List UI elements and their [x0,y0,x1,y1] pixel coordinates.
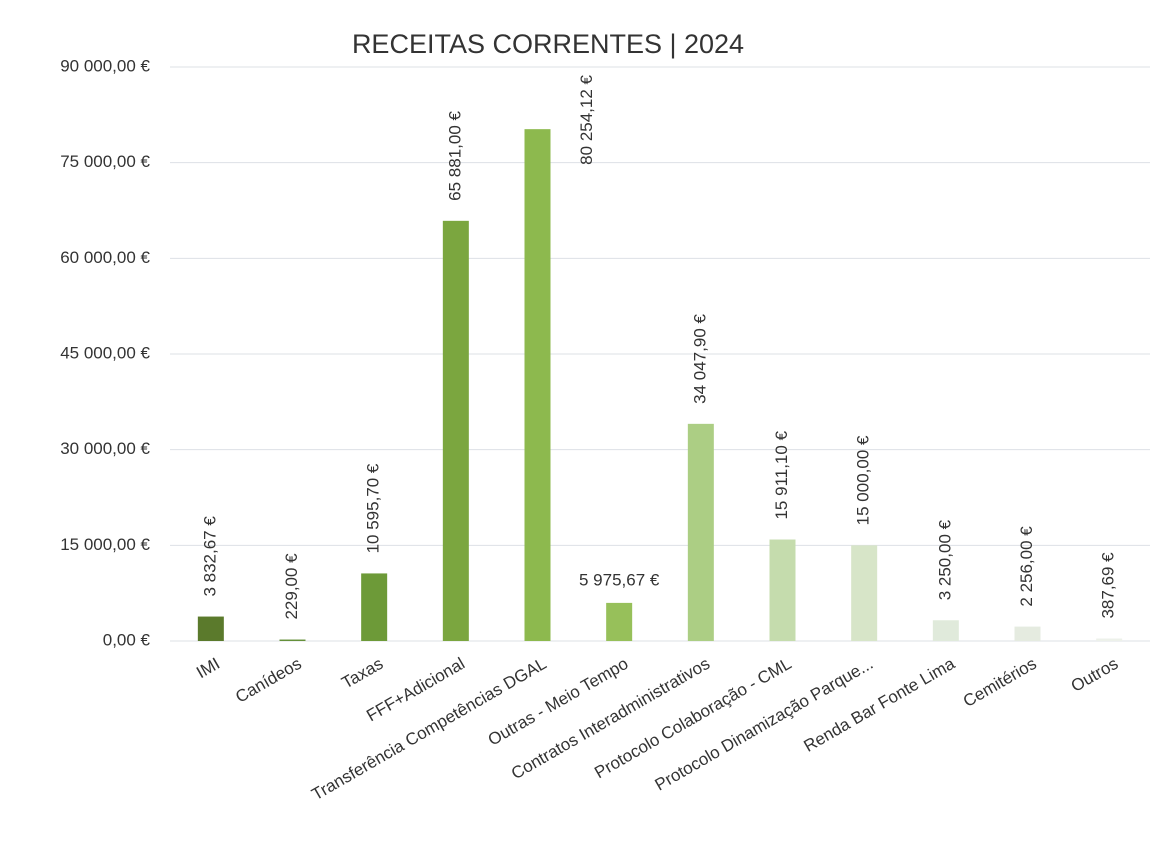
data-label: 3 832,67 € [200,516,219,597]
chart-title: RECEITAS CORRENTES | 2024 [352,29,744,59]
bar [197,616,224,641]
bar [442,220,469,641]
data-label: 15 911,10 € [772,430,791,519]
bar [1096,638,1123,641]
bar [524,129,551,642]
bar [1014,626,1041,641]
data-label: 10 595,70 € [364,463,383,553]
bar [851,545,878,641]
data-label: 15 000,00 € [854,435,873,525]
y-tick-label: 60 000,00 € [60,248,150,267]
data-label: 229,00 € [282,553,301,620]
bar [606,602,633,641]
bar [769,539,796,641]
y-tick-label: 45 000,00 € [60,343,150,362]
bar [687,423,714,641]
data-label: 80 254,12 € [577,74,596,164]
bar [361,573,388,641]
y-tick-label: 75 000,00 € [60,152,150,171]
y-tick-label: 90 000,00 € [60,56,150,75]
y-tick-label: 15 000,00 € [60,535,150,554]
data-label: 2 256,00 € [1017,526,1036,607]
bar [932,620,959,641]
data-label: 387,69 € [1099,552,1118,619]
data-label: 34 047,90 € [690,313,709,403]
y-tick-label: 30 000,00 € [60,439,150,458]
data-label: 65 881,00 € [445,110,464,200]
data-label: 3 250,00 € [935,519,954,600]
data-label: 5 975,67 € [579,570,660,589]
bar [279,639,306,641]
y-tick-label: 0,00 € [103,630,151,649]
